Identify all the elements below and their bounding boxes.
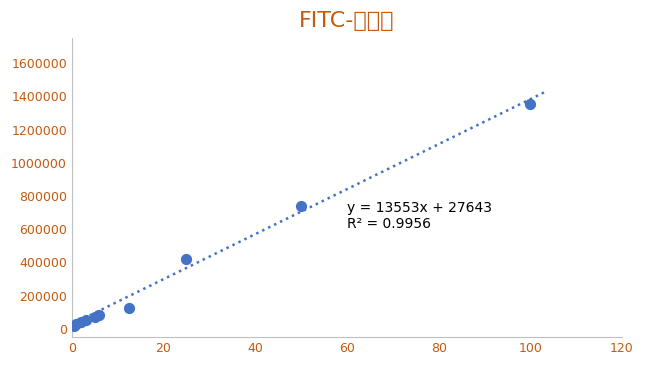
Point [124, 305, 134, 311]
Point [71, 321, 81, 327]
Text: y = 13553x + 27643
R² = 0.9956: y = 13553x + 27643 R² = 0.9956 [347, 201, 492, 231]
Point [525, 101, 535, 107]
Point [90, 314, 100, 320]
Point [94, 312, 104, 318]
Point [69, 324, 79, 329]
Point [81, 317, 91, 323]
Title: FITC-紫杉醇: FITC-紫杉醇 [299, 11, 395, 31]
Point [296, 203, 306, 209]
Point [181, 256, 192, 262]
Point [76, 319, 86, 325]
